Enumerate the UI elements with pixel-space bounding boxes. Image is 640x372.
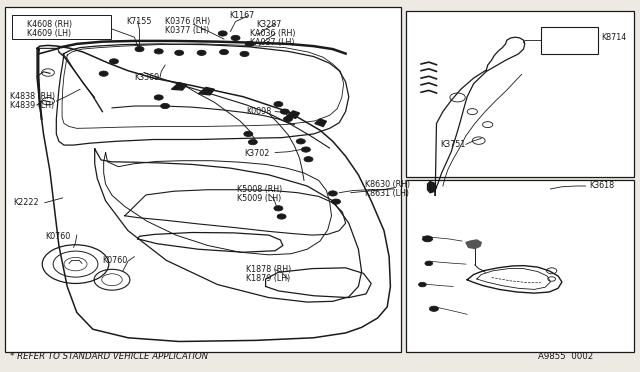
Circle shape	[240, 51, 249, 57]
Circle shape	[135, 46, 144, 52]
Text: K4608 (RH): K4608 (RH)	[27, 20, 72, 29]
Bar	[541, 27, 598, 54]
Bar	[12, 15, 111, 39]
Text: K4609 (LH): K4609 (LH)	[27, 29, 71, 38]
Text: K3702: K3702	[244, 149, 270, 158]
Text: K7155: K7155	[127, 17, 152, 26]
Circle shape	[274, 206, 283, 211]
Circle shape	[328, 191, 337, 196]
Circle shape	[231, 35, 240, 41]
Circle shape	[296, 139, 305, 144]
Text: * REFER TO STANDARD VEHICLE APPLICATION: * REFER TO STANDARD VEHICLE APPLICATION	[10, 352, 208, 361]
Circle shape	[244, 131, 253, 137]
Bar	[406, 11, 634, 177]
Text: K2222: K2222	[13, 198, 38, 207]
Circle shape	[277, 214, 286, 219]
Circle shape	[422, 236, 433, 242]
Circle shape	[245, 41, 254, 46]
Circle shape	[154, 49, 163, 54]
Circle shape	[99, 71, 108, 76]
Text: K3287: K3287	[256, 20, 282, 29]
Polygon shape	[172, 83, 187, 90]
Circle shape	[304, 157, 313, 162]
Circle shape	[301, 147, 310, 152]
Text: K3618: K3618	[589, 182, 614, 190]
Text: K8714: K8714	[602, 33, 627, 42]
Circle shape	[425, 261, 433, 266]
Text: K3751: K3751	[440, 140, 466, 149]
Polygon shape	[287, 111, 300, 118]
Text: K8630 (RH): K8630 (RH)	[365, 180, 410, 189]
Circle shape	[218, 31, 227, 36]
Polygon shape	[428, 182, 436, 193]
Text: K0377 (LH): K0377 (LH)	[165, 26, 209, 35]
Text: K1878 (RH): K1878 (RH)	[246, 265, 292, 274]
Circle shape	[248, 140, 257, 145]
Polygon shape	[315, 119, 326, 126]
Text: K1167: K1167	[229, 11, 254, 20]
Circle shape	[220, 49, 228, 55]
Text: K8631 (LH): K8631 (LH)	[365, 189, 409, 198]
Text: K4839 (LH): K4839 (LH)	[10, 101, 54, 110]
Text: KA037 (LH): KA037 (LH)	[250, 38, 294, 47]
Circle shape	[274, 102, 283, 107]
Text: KA036 (RH): KA036 (RH)	[250, 29, 295, 38]
Text: K5008 (RH): K5008 (RH)	[237, 185, 282, 194]
Circle shape	[175, 50, 184, 55]
Text: K0376 (RH): K0376 (RH)	[165, 17, 211, 26]
Bar	[5, 7, 401, 352]
Circle shape	[154, 95, 163, 100]
Text: K5009 (LH): K5009 (LH)	[237, 194, 281, 203]
Circle shape	[197, 50, 206, 55]
Text: K0760: K0760	[102, 256, 127, 265]
Circle shape	[284, 116, 292, 122]
Text: K1879 (LH): K1879 (LH)	[246, 274, 291, 283]
Circle shape	[429, 306, 438, 311]
Text: A9855  0002: A9855 0002	[538, 352, 593, 361]
Circle shape	[419, 282, 426, 287]
Polygon shape	[198, 87, 214, 95]
Text: K0098: K0098	[246, 107, 271, 116]
Bar	[406, 180, 634, 352]
Circle shape	[109, 59, 118, 64]
Text: K4838 (RH): K4838 (RH)	[10, 92, 56, 101]
Circle shape	[280, 109, 289, 114]
Circle shape	[161, 103, 170, 109]
Text: K0760: K0760	[45, 232, 70, 241]
Text: K3369: K3369	[134, 73, 159, 82]
Circle shape	[332, 199, 340, 204]
Polygon shape	[466, 240, 481, 248]
